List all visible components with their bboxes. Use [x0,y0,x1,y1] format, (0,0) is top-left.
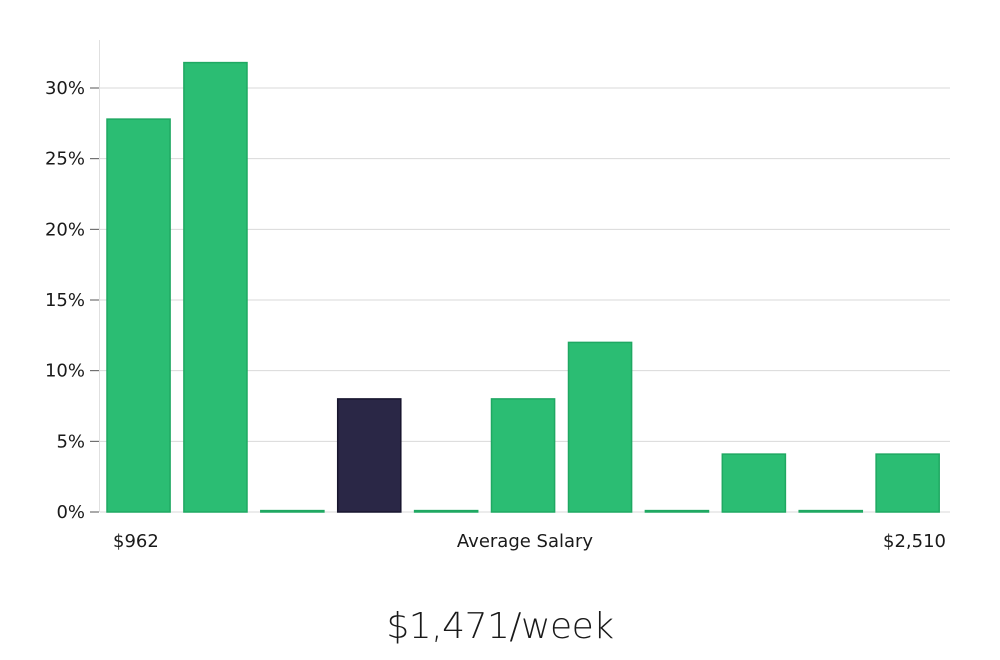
salary-histogram: 0%5%10%15%20%25%30% $962 Average Salary … [45,40,950,552]
x-min-label: $962 [113,531,159,552]
y-tick-label: 10% [45,361,85,382]
bar [567,341,633,513]
bar [721,453,787,513]
bar-highlighted [336,398,402,513]
bar [183,61,248,513]
y-tick-label: 30% [45,78,85,99]
bar [644,509,710,513]
y-tick-label: 15% [45,290,85,311]
bar [106,118,171,513]
bar [490,398,556,513]
y-tick-label: 0% [56,502,85,523]
bar [875,453,940,513]
bar [798,509,864,513]
y-tick-label: 20% [45,219,85,240]
x-max-label: $2,510 [883,531,946,552]
bar [413,509,479,513]
y-axis-ticks: 0% 5% 10% 15% 20% 25% 30% [45,78,99,523]
x-axis-label: Average Salary [457,531,594,552]
bar [260,509,325,513]
average-salary-headline: $1,471/week [386,606,614,647]
y-tick-label: 25% [45,149,85,170]
bars [106,61,940,513]
y-tick-label: 5% [56,431,85,452]
